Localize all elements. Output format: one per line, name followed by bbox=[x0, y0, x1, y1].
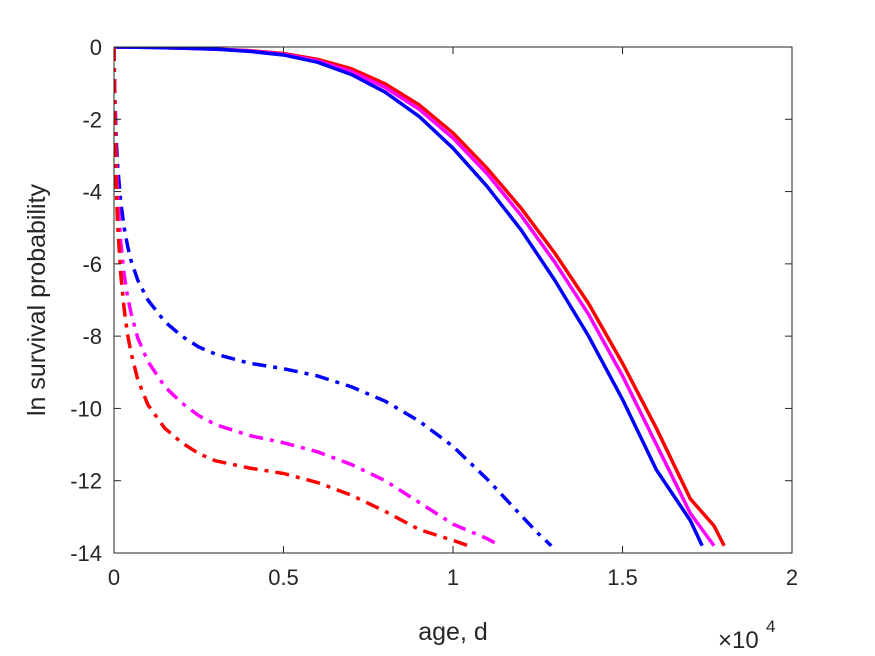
y-tick-label: -14 bbox=[70, 541, 102, 566]
x-multiplier-base: ×10 bbox=[718, 627, 759, 654]
plot-area bbox=[114, 47, 792, 553]
y-tick-label: -12 bbox=[70, 469, 102, 494]
series-layer bbox=[114, 47, 726, 548]
x-axis-label: age, d bbox=[418, 618, 488, 646]
ticks-layer: 0 0.5 1 1.5 2 0 -2 -4 -6 -8 -10 -12 -14 bbox=[70, 35, 798, 590]
y-tick-label: -2 bbox=[82, 107, 102, 132]
series-line-6 bbox=[114, 47, 469, 548]
x-tick-label: 1.5 bbox=[607, 565, 638, 590]
x-multiplier-exponent: 4 bbox=[766, 617, 775, 636]
series-line-3 bbox=[114, 47, 704, 547]
x-tick-label: 2 bbox=[786, 565, 798, 590]
series-line-4 bbox=[114, 47, 553, 548]
y-axis-label: ln survival probability bbox=[23, 183, 51, 416]
plot-frame bbox=[113, 46, 793, 554]
y-tick-label: -4 bbox=[82, 180, 102, 205]
y-tick-label: -8 bbox=[82, 324, 102, 349]
y-tick-label: 0 bbox=[90, 35, 102, 60]
y-tick-label: -10 bbox=[70, 396, 102, 421]
x-tick-label: 0 bbox=[108, 565, 120, 590]
x-axis-multiplier: ×10 4 bbox=[718, 617, 775, 654]
y-tick-label: -6 bbox=[82, 252, 102, 277]
x-tick-label: 1 bbox=[447, 565, 459, 590]
x-tick-label: 0.5 bbox=[268, 565, 299, 590]
